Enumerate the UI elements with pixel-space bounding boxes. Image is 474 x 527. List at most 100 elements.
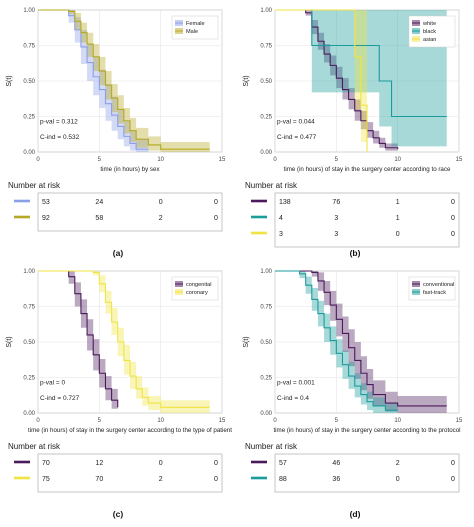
risk-table-cell: 53	[42, 199, 50, 206]
y-tick-label: 0.50	[260, 340, 272, 346]
risk-table-box	[274, 453, 460, 493]
y-tick-label: 0.00	[260, 411, 272, 417]
survival-curve-congenital	[38, 270, 119, 408]
legend-label: asian	[423, 37, 436, 43]
risk-table-cell: 0	[451, 476, 455, 483]
y-tick-label: 1.00	[260, 269, 272, 275]
y-tick-label: 0.00	[23, 150, 35, 156]
confidence-band-conventional	[275, 271, 447, 413]
risk-table-cell: 4	[279, 215, 283, 222]
x-tick-label: 5	[335, 418, 339, 424]
x-axis-label: time (in hours) by sex	[100, 166, 160, 173]
risk-table-cell: 57	[279, 460, 287, 467]
y-axis-label: S(t)	[243, 336, 250, 347]
km-panel-b: 0 5 10 15 0.00 0.25 0.50 0.75 1.00 S(t) time (in h…	[237, 0, 474, 261]
x-tick-label: 0	[36, 418, 40, 424]
risk-table-cell: 1	[396, 199, 400, 206]
x-tick-label: 5	[335, 157, 339, 163]
y-tick-label: 0.75	[260, 44, 272, 50]
risk-table-title: Number at risk	[8, 181, 61, 190]
risk-table-cell: 0	[214, 215, 218, 222]
risk-table-cell: 3	[334, 215, 338, 222]
c-index-label: C-ind = 0.727	[40, 395, 80, 402]
risk-table-cell: 70	[95, 476, 103, 483]
panel-label: (d)	[350, 509, 361, 519]
x-axis-label: time (in hours) of stay in the surgery c…	[28, 427, 232, 434]
y-axis-label: S(t)	[6, 336, 13, 347]
panel-label: (b)	[350, 248, 361, 258]
legend-label: fast-track	[423, 290, 446, 296]
risk-table-cell: 46	[332, 460, 340, 467]
x-tick-label: 5	[98, 418, 102, 424]
x-tick-label: 0	[273, 418, 277, 424]
risk-table-title: Number at risk	[245, 442, 298, 451]
risk-table-cell: 75	[42, 476, 50, 483]
y-tick-label: 0.75	[23, 305, 35, 311]
km-panel-d: 0 5 10 15 0.00 0.25 0.50 0.75 1.00 S(t) time (in h…	[237, 261, 474, 522]
legend-label: Male	[186, 29, 198, 35]
y-tick-label: 0.75	[260, 305, 272, 311]
confidence-band-female	[38, 10, 149, 152]
legend-box	[408, 276, 456, 301]
risk-table-cell: 76	[332, 199, 340, 206]
km-panel-a: 0 5 10 15 0.00 0.25 0.50 0.75 1.00 S(t) time (in h…	[0, 0, 237, 261]
risk-table-cell: 12	[95, 460, 103, 467]
survival-curve-male	[38, 9, 210, 150]
risk-table-cell: 0	[159, 199, 163, 206]
confidence-band-congenital	[38, 271, 118, 413]
y-axis-label: S(t)	[6, 75, 13, 86]
y-tick-label: 1.00	[23, 269, 35, 275]
risk-table-cell: 0	[451, 231, 455, 238]
y-tick-label: 1.00	[23, 8, 35, 14]
km-chart-c: 0 5 10 15 0.00 0.25 0.50 0.75 1.00 S(t) time (in h…	[6, 269, 232, 519]
x-tick-label: 0	[273, 157, 277, 163]
risk-table-title: Number at risk	[8, 442, 61, 451]
x-axis-label: time (in hours) of stay in the surgery c…	[284, 166, 451, 173]
legend-label: congenital	[186, 282, 212, 288]
risk-table-cell: 2	[159, 476, 163, 483]
risk-table-title: Number at risk	[245, 181, 298, 190]
risk-table-cell: 0	[451, 199, 455, 206]
x-tick-label: 10	[157, 157, 164, 163]
legend-label: conventional	[423, 282, 454, 288]
y-tick-label: 0.00	[260, 150, 272, 156]
km-chart-b: 0 5 10 150.000.250.500.751.00S(t)time (in h…	[243, 8, 463, 258]
km-chart-a: 0 5 10 15 0.00 0.25 0.50 0.75 1.00 S(t) time (in h…	[6, 8, 226, 258]
y-tick-label: 0.00	[23, 411, 35, 417]
confidence-band-male	[38, 10, 210, 152]
risk-table-cell: 36	[332, 476, 340, 483]
risk-table-cell: 0	[214, 460, 218, 467]
survival-curve-coronary	[38, 270, 210, 408]
y-axis-label: S(t)	[243, 75, 250, 86]
risk-table-cell: 138	[279, 199, 291, 206]
c-index-label: C-ind = 0.4	[277, 395, 309, 402]
x-tick-label: 10	[394, 157, 401, 163]
risk-table-cell: 3	[334, 231, 338, 238]
legend-box	[171, 276, 219, 301]
legend-box	[171, 15, 219, 40]
risk-table-cell: 88	[279, 476, 287, 483]
survival-curve-fast-track	[275, 270, 398, 411]
p-value-label: p-val = 0	[40, 380, 65, 387]
panel-label: (c)	[113, 509, 124, 519]
legend-label: white	[422, 21, 436, 27]
p-value-label: p-val = 0.001	[277, 380, 315, 387]
risk-table-cell: 24	[95, 199, 103, 206]
legend-label: black	[423, 29, 436, 35]
x-tick-label: 5	[98, 157, 102, 163]
c-index-label: C-ind = 0.477	[277, 134, 317, 141]
risk-table-cell: 92	[42, 215, 50, 222]
km-panel-c: 0 5 10 15 0.00 0.25 0.50 0.75 1.00 S(t) time (in h…	[0, 261, 237, 522]
risk-table-cell: 2	[396, 460, 400, 467]
panel-label: (a)	[113, 248, 124, 258]
y-tick-label: 0.50	[260, 79, 272, 85]
x-tick-label: 15	[219, 157, 226, 163]
risk-table-box	[274, 192, 460, 248]
risk-table-cell: 58	[95, 215, 103, 222]
x-tick-label: 15	[456, 157, 463, 163]
y-tick-label: 0.75	[23, 44, 35, 50]
x-axis-label: time (in hours) of stay in the surgery c…	[273, 427, 460, 434]
risk-table-cell: 0	[396, 476, 400, 483]
survival-curve-white	[275, 9, 399, 150]
survival-curve-conventional	[275, 270, 447, 407]
